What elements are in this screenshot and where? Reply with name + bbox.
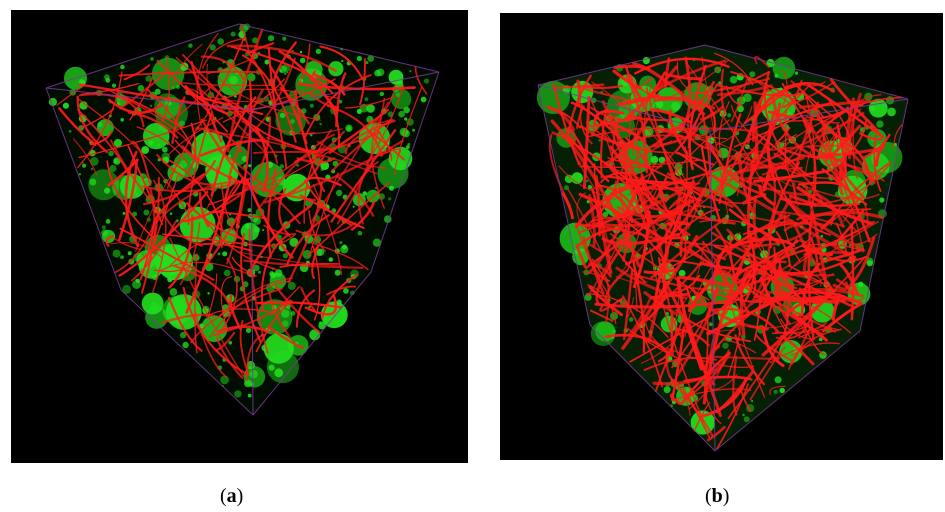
volume-haze (46, 24, 439, 415)
caption-b-open: ( (705, 485, 712, 507)
caption-a-close: ) (236, 485, 244, 507)
volume-render-a (11, 10, 468, 463)
caption-b-close: ) (722, 485, 730, 507)
caption-a-letter: a (226, 485, 237, 507)
cube-wireframe (45, 23, 440, 416)
caption-b-letter: b (711, 485, 723, 507)
fibers-layer (56, 23, 428, 382)
caption-a-open: ( (220, 485, 227, 507)
panel-a-image (11, 10, 468, 463)
panel-a-caption: (a) (220, 484, 243, 508)
cube-wireframe (537, 44, 909, 452)
fibers-layer (546, 52, 903, 450)
panel-b-image (500, 13, 943, 460)
panel-b-caption: (b) (705, 484, 729, 508)
volume-render-b (500, 13, 943, 460)
